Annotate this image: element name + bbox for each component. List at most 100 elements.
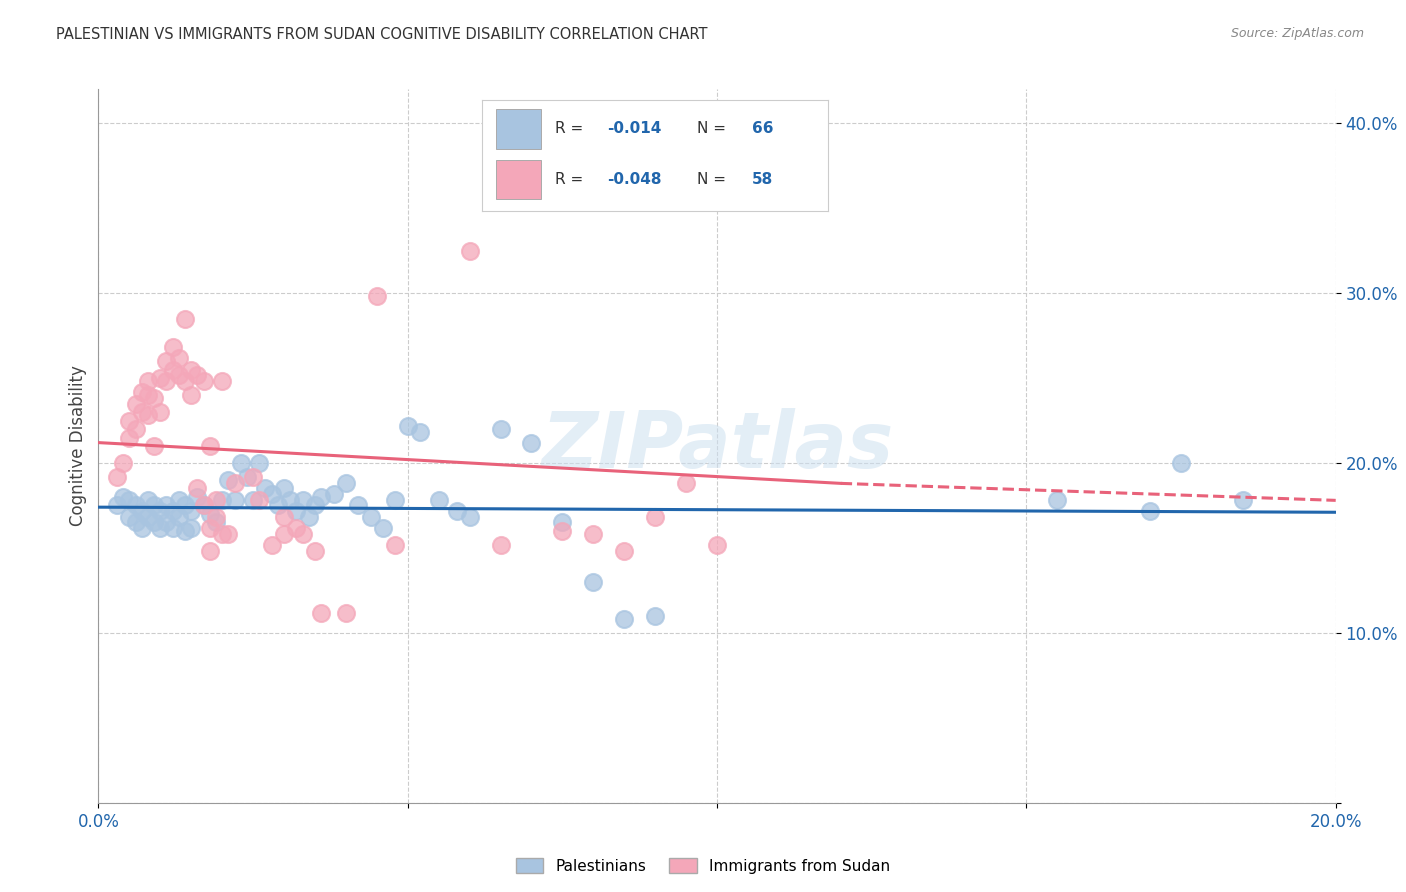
Point	[211, 527, 233, 541]
Point	[167, 351, 190, 365]
Point	[124, 396, 146, 410]
Point	[366, 289, 388, 303]
Point	[180, 520, 202, 534]
Point	[118, 413, 141, 427]
Point	[427, 493, 450, 508]
Point	[174, 499, 197, 513]
Point	[335, 476, 357, 491]
Point	[105, 469, 128, 483]
Point	[304, 499, 326, 513]
Legend: Palestinians, Immigrants from Sudan: Palestinians, Immigrants from Sudan	[510, 852, 896, 880]
Point	[136, 409, 159, 423]
Point	[118, 430, 141, 444]
Point	[613, 544, 636, 558]
Point	[162, 362, 184, 376]
Point	[384, 537, 406, 551]
Point	[180, 503, 202, 517]
Point	[409, 425, 432, 440]
Point	[105, 499, 128, 513]
Point	[644, 608, 666, 623]
Point	[217, 473, 239, 487]
Point	[149, 503, 172, 517]
Point	[458, 244, 481, 258]
Y-axis label: Cognitive Disability: Cognitive Disability	[69, 366, 87, 526]
Point	[371, 520, 394, 534]
Point	[582, 574, 605, 589]
Point	[131, 405, 153, 419]
Point	[131, 503, 153, 517]
Point	[291, 493, 314, 508]
Point	[1232, 493, 1254, 508]
Point	[211, 493, 233, 508]
Point	[124, 499, 146, 513]
Point	[205, 510, 228, 524]
Point	[458, 510, 481, 524]
Point	[112, 456, 135, 470]
Point	[118, 493, 141, 508]
Point	[489, 422, 512, 436]
Point	[242, 493, 264, 508]
Point	[136, 375, 159, 389]
Point	[273, 527, 295, 541]
Point	[186, 490, 208, 504]
Point	[273, 510, 295, 524]
Point	[143, 439, 166, 453]
Point	[322, 486, 344, 500]
Point	[285, 503, 308, 517]
Point	[136, 510, 159, 524]
Point	[675, 476, 697, 491]
Point	[205, 493, 228, 508]
Point	[551, 516, 574, 530]
Point	[198, 520, 221, 534]
Point	[162, 520, 184, 534]
Point	[298, 510, 321, 524]
Point	[384, 493, 406, 508]
Point	[180, 388, 202, 402]
Point	[285, 520, 308, 534]
Point	[167, 510, 190, 524]
Point	[149, 405, 172, 419]
Point	[155, 375, 177, 389]
Point	[260, 537, 283, 551]
Point	[217, 527, 239, 541]
Point	[582, 527, 605, 541]
Point	[162, 503, 184, 517]
Point	[1046, 493, 1069, 508]
Point	[247, 493, 270, 508]
Point	[273, 482, 295, 496]
Point	[155, 354, 177, 368]
Point	[198, 439, 221, 453]
Point	[446, 503, 468, 517]
Point	[167, 493, 190, 508]
Point	[278, 493, 301, 508]
Point	[112, 490, 135, 504]
Point	[174, 311, 197, 326]
Point	[162, 341, 184, 355]
Text: ZIPatlas: ZIPatlas	[541, 408, 893, 484]
Point	[193, 499, 215, 513]
Point	[143, 392, 166, 406]
Point	[136, 493, 159, 508]
Point	[131, 384, 153, 399]
Point	[254, 482, 277, 496]
Point	[242, 469, 264, 483]
Point	[304, 544, 326, 558]
Point	[229, 456, 252, 470]
Point	[143, 499, 166, 513]
Point	[205, 516, 228, 530]
Point	[186, 482, 208, 496]
Point	[706, 537, 728, 551]
Point	[236, 469, 259, 483]
Point	[224, 476, 246, 491]
Point	[198, 507, 221, 521]
Point	[1139, 503, 1161, 517]
Point	[520, 435, 543, 450]
Point	[360, 510, 382, 524]
Point	[149, 520, 172, 534]
Text: Source: ZipAtlas.com: Source: ZipAtlas.com	[1230, 27, 1364, 40]
Point	[489, 537, 512, 551]
Point	[155, 499, 177, 513]
Point	[211, 375, 233, 389]
Point	[347, 499, 370, 513]
Point	[309, 490, 332, 504]
